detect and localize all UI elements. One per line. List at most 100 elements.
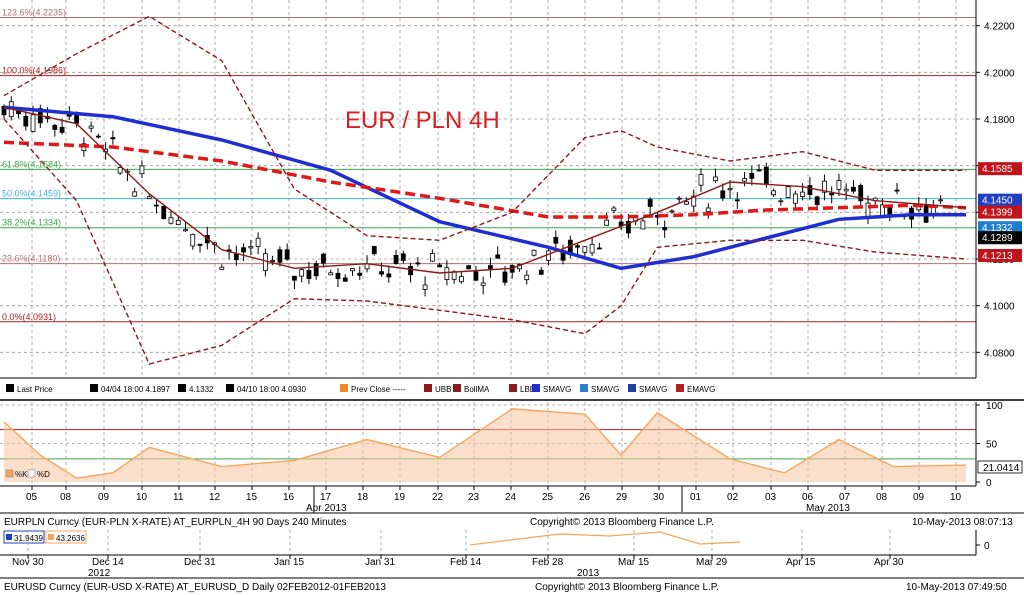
legend-label: SMAVG [639, 385, 667, 394]
candle-body [400, 253, 406, 261]
fib-level-label: 0.0%(4.0931) [2, 312, 56, 322]
price-badge [978, 162, 1022, 176]
legend-label: Last Price [17, 385, 53, 394]
candle-body [335, 272, 341, 280]
legend-label: BollMA [464, 385, 490, 394]
x-tick-label: 12 [209, 492, 221, 503]
x-tick-label: 19 [394, 492, 406, 503]
lower-x-tick-label: Dec 14 [92, 557, 124, 568]
candle-body [233, 253, 239, 261]
candle-body [596, 247, 602, 250]
emavg-legend-icon [676, 384, 684, 392]
candle-body [59, 126, 65, 133]
stoch-legend-icon [5, 469, 14, 478]
candle-body [480, 282, 486, 286]
candle-body [698, 174, 704, 186]
down-legend-icon [226, 384, 234, 392]
legend-label: 04/10 18:00 4.0930 [237, 385, 307, 394]
candle-body [408, 266, 413, 276]
candle-body [132, 191, 138, 197]
stoch-k-line [3, 408, 967, 479]
candle-body [662, 227, 668, 231]
candle-body [727, 188, 733, 191]
candle-body [379, 271, 384, 275]
candle-body [669, 210, 675, 213]
lower-x-tick-label: Nov 30 [12, 557, 44, 568]
stoch-k-area [4, 408, 966, 482]
candle-body [292, 275, 297, 281]
fib-level-label: 50.0%(4.1459) [2, 189, 61, 199]
candle-body [836, 180, 842, 190]
legend-label: 04/04 18:00 4.1897 [101, 385, 171, 394]
price-badge-label: 4.1332 [982, 223, 1013, 234]
x-tick-label: 11 [173, 492, 184, 503]
candle-body [720, 190, 726, 199]
candle-body [589, 244, 595, 254]
candle-body [168, 217, 174, 224]
price-tick-label: 4.2000 [984, 68, 1015, 79]
lower-x-tick-label: Mar 15 [618, 557, 650, 568]
candle-body [691, 195, 697, 207]
price-badge-label: 4.1450 [982, 196, 1013, 207]
legend-label: EMAVG [687, 385, 715, 394]
candle-body [95, 135, 101, 138]
candle-body [538, 269, 544, 275]
time-x-axis: 05 08 09 10 11 12 15 16 17 18 19 22 23 24 25 26 29 30 01 02… [26, 486, 962, 514]
x-tick-label: 05 [26, 492, 38, 503]
candle-body [110, 137, 116, 140]
x-tick-label: 29 [616, 492, 628, 503]
stoch-legend-icon [27, 469, 36, 478]
lower-x-tick-label: Jan 15 [274, 557, 304, 568]
up-legend-icon [90, 384, 98, 392]
legend-label: Prev Close ----- [351, 385, 406, 394]
candle-body [647, 199, 653, 207]
series-line-4 [3, 15, 966, 242]
lower-chart: 31.9439 43.2636 0 Nov 30 Dec 14 Dec 31 Jan 15 J… [0, 530, 990, 579]
x-tick-label: 23 [468, 492, 480, 503]
price-legend-icon [6, 384, 14, 392]
candle-body [734, 199, 740, 202]
candle-body [23, 116, 29, 127]
candle-body [553, 236, 559, 244]
x-tick-label: 30 [653, 492, 665, 503]
candle-body [117, 167, 123, 174]
candle-body [676, 197, 682, 200]
lower-x-tick-label: Dec 31 [184, 557, 216, 568]
x-tick-label: 18 [357, 492, 369, 503]
candle-body [502, 271, 508, 283]
price-tick-label: 4.1000 [984, 302, 1015, 313]
candle-body [459, 276, 464, 283]
lower-readout-box [45, 530, 87, 544]
x-tick-label: 25 [542, 492, 554, 503]
candle-body [792, 193, 798, 204]
month-label: Apr 2013 [306, 503, 347, 514]
lower-readout-icon [48, 534, 54, 540]
candle-body [829, 192, 835, 196]
lower-x-tick-label: Mar 29 [696, 557, 728, 568]
candle-body [611, 207, 617, 211]
stochastic-y-axis: 100 50 0 21.0414 [975, 401, 1023, 489]
legend-label: SMAVG [543, 385, 571, 394]
price-badge-label: 4.1213 [982, 251, 1013, 262]
price-badge [978, 231, 1022, 245]
candle-body [342, 277, 348, 282]
series-line-2 [3, 140, 967, 219]
footer-timestamp: 10-May-2013 08:07:13 [912, 517, 1013, 528]
stoch-readout-box [977, 460, 1023, 474]
price-series [3, 15, 967, 365]
x-tick-label: 08 [60, 492, 72, 503]
candle-body [756, 169, 762, 172]
candle-body [763, 166, 769, 184]
stoch-readout: 21.0414 [983, 463, 1020, 474]
lower-y-tick-label: 0 [984, 541, 990, 552]
price-legend: Last Price 04/04 18:00 4.1897 4.1332 04/10 … [6, 384, 715, 394]
candle-body [350, 268, 355, 272]
candle-body [154, 204, 159, 207]
price-badge-label: 4.1399 [982, 208, 1013, 219]
candle-body [640, 220, 646, 230]
price-badge [978, 205, 1022, 219]
x-tick-label: 03 [765, 492, 777, 503]
candle-body [822, 180, 827, 193]
